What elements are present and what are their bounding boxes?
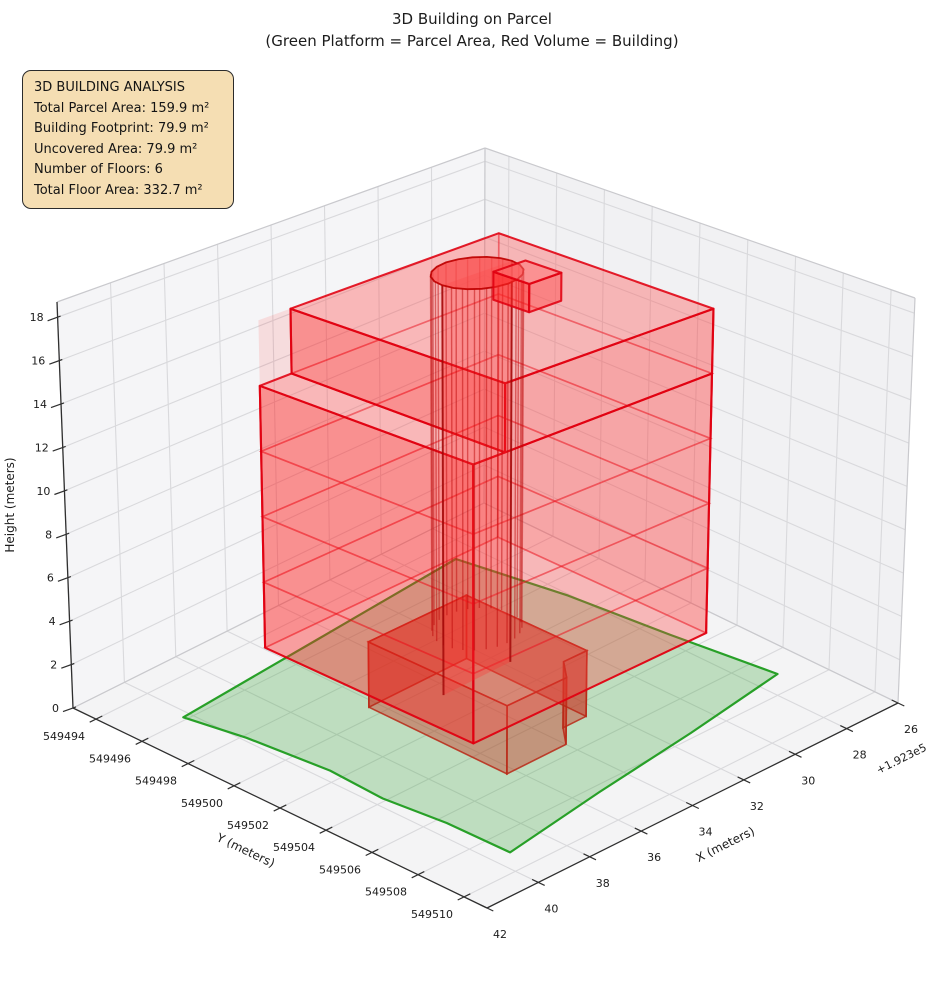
- y-axis-label: Y (meters): [213, 830, 277, 870]
- info-line-parcel-area: Total Parcel Area: 159.9 m²: [34, 100, 210, 116]
- z-tick-label: 18: [30, 311, 44, 324]
- z-tick-label: 10: [36, 485, 50, 498]
- building-ground-floor: [366, 593, 589, 776]
- core-cylinder: [429, 255, 525, 696]
- z-tick-label: 6: [47, 572, 54, 585]
- z-tick-label: 16: [31, 355, 45, 368]
- z-tick-label: 0: [52, 702, 59, 715]
- y-tick-label: 549494: [43, 730, 85, 743]
- y-tick-label: 549510: [411, 908, 453, 921]
- analysis-info-box: 3D BUILDING ANALYSIS Total Parcel Area: …: [22, 70, 234, 209]
- y-tick-label: 549498: [135, 775, 177, 788]
- y-tick-label: 549508: [365, 886, 407, 899]
- z-axis-ticks: 0 2 4 6 8 10 12 14 16 18: [30, 311, 77, 715]
- roof-bulkhead: [492, 259, 563, 314]
- y-tick-label: 549502: [227, 819, 269, 832]
- y-tick-label: 549506: [319, 863, 361, 876]
- y-tick-label: 549496: [89, 752, 131, 765]
- axes-panes: [57, 148, 915, 908]
- y-tick-label: 549504: [273, 841, 315, 854]
- info-line-uncovered: Uncovered Area: 79.9 m²: [34, 141, 198, 157]
- y-axis-ticks: 549494 549496 549498 549500 549502 549504 5495…: [43, 715, 471, 921]
- info-line-floors: Number of Floors: 6: [34, 162, 163, 177]
- x-axis-offset-text: +1.923e5: [874, 741, 929, 777]
- info-line-floor-area: Total Floor Area: 332.7 m²: [34, 182, 203, 198]
- z-tick-label: 2: [50, 659, 57, 672]
- x-tick-label: 34: [699, 826, 713, 839]
- x-tick-label: 42: [493, 928, 507, 941]
- x-tick-label: 32: [750, 800, 764, 813]
- x-tick-label: 38: [596, 877, 610, 890]
- z-tick-label: 8: [45, 528, 52, 541]
- z-tick-label: 4: [49, 615, 56, 628]
- z-axis-label: Height (meters): [3, 457, 17, 552]
- x-tick-label: 30: [801, 774, 815, 787]
- info-box-title: 3D BUILDING ANALYSIS: [34, 80, 186, 95]
- z-tick-label: 14: [33, 398, 47, 411]
- chart-subtitle: (Green Platform = Parcel Area, Red Volum…: [265, 32, 679, 50]
- building-volume: [258, 232, 715, 745]
- chart-title-block: 3D Building on Parcel (Green Platform = …: [0, 8, 944, 52]
- axes-box-edges: [56, 147, 916, 709]
- x-tick-label: 40: [544, 902, 558, 915]
- x-axis-ticks: 26 28 30 32 34 36 38 40 42: [480, 699, 918, 941]
- y-tick-label: 549500: [181, 797, 223, 810]
- x-tick-label: 26: [904, 723, 918, 736]
- z-tick-label: 12: [35, 441, 49, 454]
- info-line-footprint: Building Footprint: 79.9 m²: [34, 121, 209, 136]
- x-tick-label: 28: [853, 749, 867, 762]
- x-tick-label: 36: [647, 851, 661, 864]
- chart-title: 3D Building on Parcel: [392, 10, 552, 28]
